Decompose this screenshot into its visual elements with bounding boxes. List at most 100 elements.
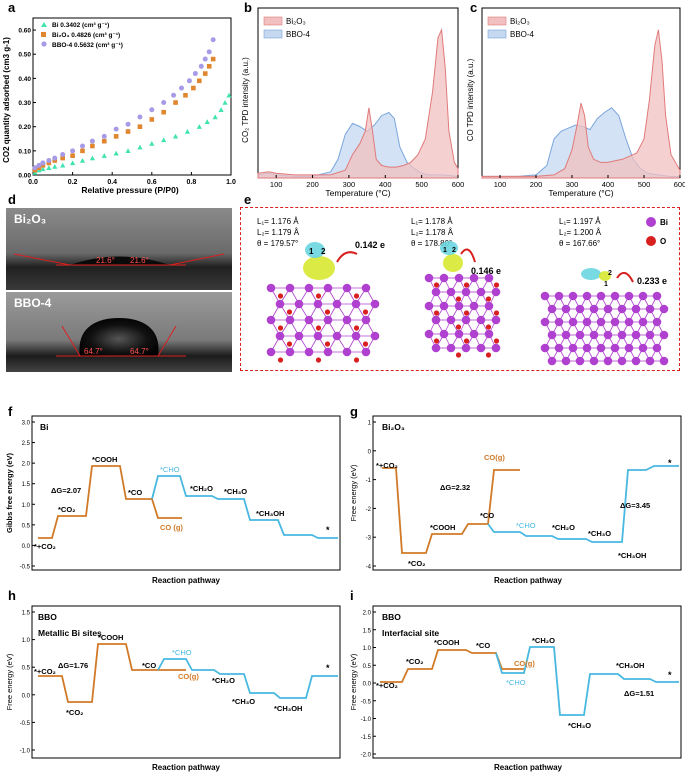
y-tick-label: 0.10 — [18, 148, 31, 155]
bi-atom — [561, 330, 571, 340]
o-atom — [324, 341, 331, 347]
state-label: *CH₃O — [568, 721, 591, 730]
bi-atom — [554, 343, 564, 353]
panel-label-e: e — [244, 192, 252, 207]
data-point-bi2o3 — [70, 153, 75, 158]
state-label: CO (g) — [160, 523, 183, 532]
o-atom — [433, 282, 440, 288]
bi-atom — [547, 356, 557, 366]
diagram-title: Bi — [40, 422, 49, 432]
bi-atom — [568, 291, 578, 301]
bi-atom — [424, 301, 434, 311]
data-point-bbo-4 — [202, 56, 208, 62]
plot-frame — [372, 415, 682, 571]
charge-density-blob — [581, 268, 601, 280]
bi-atom — [652, 343, 662, 353]
charge-transfer-arrow — [336, 251, 358, 263]
angle-left: 21.6° — [96, 256, 115, 265]
data-point-bbo-4 — [125, 121, 131, 127]
s2-l2: L₂= 1.178 Å — [411, 228, 454, 237]
state-label: *CH₃O — [224, 487, 247, 496]
bi-atom-icon — [646, 217, 656, 227]
y-tick-label: 1 — [368, 421, 372, 427]
bi-atom — [313, 299, 323, 309]
bi-atom — [431, 315, 441, 325]
legend-bi2o3: Bi₂O₃ — [510, 17, 530, 26]
co2-tpd-chart: 100 200 300 400 500 600 Temperature (°C) CO₂ … — [241, 7, 464, 198]
panel-label-h: h — [8, 588, 16, 603]
bi-atom — [332, 299, 342, 309]
data-point-bi — [218, 107, 224, 112]
structures-box: L₁= 1.176 Å L₂= 1.179 Å θ = 179.57° L₁= … — [240, 207, 680, 371]
state-label: *COOH — [434, 638, 459, 647]
y-tick-label: 0 — [368, 449, 372, 455]
bi-atom — [624, 317, 634, 327]
energy-diagram-bi: 3.0 2.5 2.0 1.5 1.0 0.5 0.0 -0.5 Bi Gibbs free … — [5, 415, 341, 585]
y-axis-label: CO2 quantity adsorbed (cm3 g-1) — [2, 37, 11, 163]
data-point-bbo-4 — [161, 100, 167, 106]
data-point-bi2o3 — [125, 129, 131, 134]
o-atom — [455, 296, 462, 302]
data-point-bi — [113, 150, 119, 156]
legend-bbo: BBO-4 — [286, 30, 311, 39]
bi-atom — [461, 287, 471, 297]
charge-transfer-arrow — [616, 271, 634, 283]
x-axis-label: Reaction pathway — [494, 763, 563, 772]
methanol-pathway-line — [151, 475, 338, 539]
bi-atom — [659, 330, 669, 340]
data-point-bi2o3 — [210, 56, 216, 62]
bi-atom — [610, 291, 620, 301]
delta-g-label: ΔG=3.45 — [620, 501, 650, 510]
angle-left: 64.7° — [84, 347, 103, 356]
state-label: CO(g) — [178, 672, 199, 681]
x-tick-label: 300 — [566, 180, 579, 189]
data-point-bbo-4 — [210, 37, 216, 43]
y-tick-label: -2.0 — [361, 753, 372, 759]
y-tick-label: 1.5 — [363, 628, 372, 634]
bi-atom — [461, 315, 471, 325]
y-tick-label: 1.0 — [22, 638, 31, 644]
diagram-title: BBO — [382, 612, 401, 622]
x-axis-label: Reaction pathway — [494, 576, 563, 585]
bi-atom — [638, 291, 648, 301]
data-point-bi — [89, 155, 95, 161]
o-atom — [493, 310, 500, 316]
delta-g-label: ΔG=2.07 — [51, 486, 81, 495]
o-atom — [463, 282, 470, 288]
bi-atom — [603, 330, 613, 340]
data-point-bi — [52, 163, 58, 169]
o-atom — [463, 338, 470, 344]
bi-atom — [266, 283, 276, 293]
o-atom — [315, 357, 322, 363]
bi-atom — [313, 331, 323, 341]
bi-atom — [554, 291, 564, 301]
y-tick-label: 0.30 — [18, 100, 31, 107]
bi-atom — [304, 347, 314, 357]
delta-g-label: ΔG=1.51 — [624, 689, 654, 698]
charge-transfer-arrow — [460, 248, 476, 263]
bi-atom — [575, 330, 585, 340]
bi-atom — [361, 347, 371, 357]
x-tick-label: 0.8 — [187, 179, 197, 186]
data-point-bi — [125, 148, 131, 154]
bi-atom — [461, 343, 471, 353]
o-atom — [286, 341, 293, 347]
data-point-bi — [204, 119, 210, 125]
data-point-bbo-4 — [40, 160, 46, 166]
bi-atom — [568, 317, 578, 327]
o-atom — [353, 357, 360, 363]
bi-atom — [624, 291, 634, 301]
data-point-bi2o3 — [113, 134, 119, 139]
bi-atom — [547, 304, 557, 314]
bi-atom — [603, 304, 613, 314]
bi-atom — [645, 330, 655, 340]
bi-atom — [285, 315, 295, 325]
bi-atom — [304, 315, 314, 325]
data-point-bbo-4 — [137, 114, 143, 120]
bi-atom — [361, 315, 371, 325]
y-tick-label: -3 — [366, 536, 372, 542]
bi-atom — [638, 317, 648, 327]
data-point-bi — [79, 157, 86, 163]
y-tick-label: 1.0 — [22, 503, 31, 509]
x-tick-label: 400 — [602, 180, 615, 189]
